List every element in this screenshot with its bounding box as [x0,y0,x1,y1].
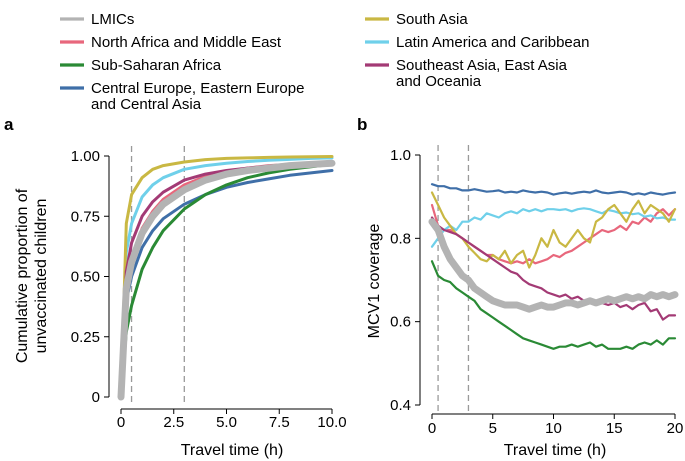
panel-b-series-south-asia [430,191,677,269]
panel-a-series-north-africa-and-middle-east [119,160,334,399]
panel-b-y-tick-label: 1.0 [390,147,411,164]
panel-b-x-tick-label: 10 [545,420,562,437]
panel-b-plot: 0 5 10 15 20 0.4 0.6 0.8 1.0 [390,145,683,437]
legend-label-sub-saharan-africa: Sub-Saharan Africa [91,57,222,74]
panel-a-y-tick-label: 0.50 [71,269,100,286]
panel-b-x-axis-title: Travel time (h) [504,442,607,459]
panel-a-series-south-asia [119,155,334,399]
panel-a-y-tick-label: 0 [92,389,100,406]
panel-a-y-tick-label: 0.25 [71,329,100,346]
panel-b-y-tick-label: 0.6 [390,314,411,331]
panel-b-x-tick-label: 20 [667,420,684,437]
legend-label-southeast-asia-east-asia: Southeast Asia, East Asia [396,57,568,74]
legend: LMICs North Africa and Middle East Sub-Sah… [60,11,589,113]
legend-label-central-europe-eastern-europe-line2: and Central Asia [91,96,202,113]
panel-b-series-central-europe-eastern-europe-and-central-asia [430,183,677,196]
panel-a-x-axis-title: Travel time (h) [181,442,284,459]
panel-b-series-southeast-asia-east-asia-and-oceania [430,216,677,321]
legend-label-central-europe-eastern-europe: Central Europe, Eastern Europe [91,80,304,97]
panel-a-x-tick-label: 0 [117,414,125,431]
legend-label-southeast-asia-east-asia-line2: and Oceania [396,73,482,90]
panel-a-y-tick-label: 0.75 [71,208,100,225]
panel-b-x-tick-label: 5 [489,420,497,437]
panel-b-y-tick-label: 0.4 [390,397,411,414]
panel-a-x-tick-label: 2.5 [163,414,184,431]
panel-label-a: a [4,115,14,134]
panel-a-series-latin-america-and-caribbean [119,156,334,399]
panel-a-x-tick-label: 7.5 [269,414,290,431]
panel-a-series-southeast-asia-east-asia-and-oceania [119,160,334,399]
panel-a-series-central-europe-eastern-europe-and-central-asia [119,169,334,399]
panel-a-plot: 0 2.5 5.0 7.5 10.0 0 0.25 0.50 0.75 1.00 [71,146,347,431]
panel-b-series-sub-saharan-africa [430,260,677,350]
panel-b-series-lmics [428,218,679,313]
legend-label-south-asia: South Asia [396,11,468,28]
panel-label-b: b [357,115,367,134]
panel-a-y-axis-title-line2: unvaccinated children [33,199,50,354]
legend-label-lmics: LMICs [91,11,134,28]
panel-a-y-axis-title-line1: Cumulative proportion of [14,188,31,363]
panel-b-x-tick-label: 15 [606,420,623,437]
panel-a-y-tick-label: 1.00 [71,148,100,165]
panel-a-x-tick-label: 5.0 [216,414,237,431]
panel-b-x-tick-label: 0 [428,420,436,437]
legend-label-latin-america-and-caribbean: Latin America and Caribbean [396,34,589,51]
panel-b-y-axis-title: MCV1 coverage [366,224,383,339]
panel-b-series-latin-america-and-caribbean [430,207,677,248]
panel-b-y-tick-label: 0.8 [390,230,411,247]
panel-a-series-sub-saharan-africa [119,162,334,399]
legend-label-north-africa-and-middle-east: North Africa and Middle East [91,34,282,51]
panel-a-series-lmics [117,159,336,401]
panel-a-x-tick-label: 10.0 [317,414,346,431]
